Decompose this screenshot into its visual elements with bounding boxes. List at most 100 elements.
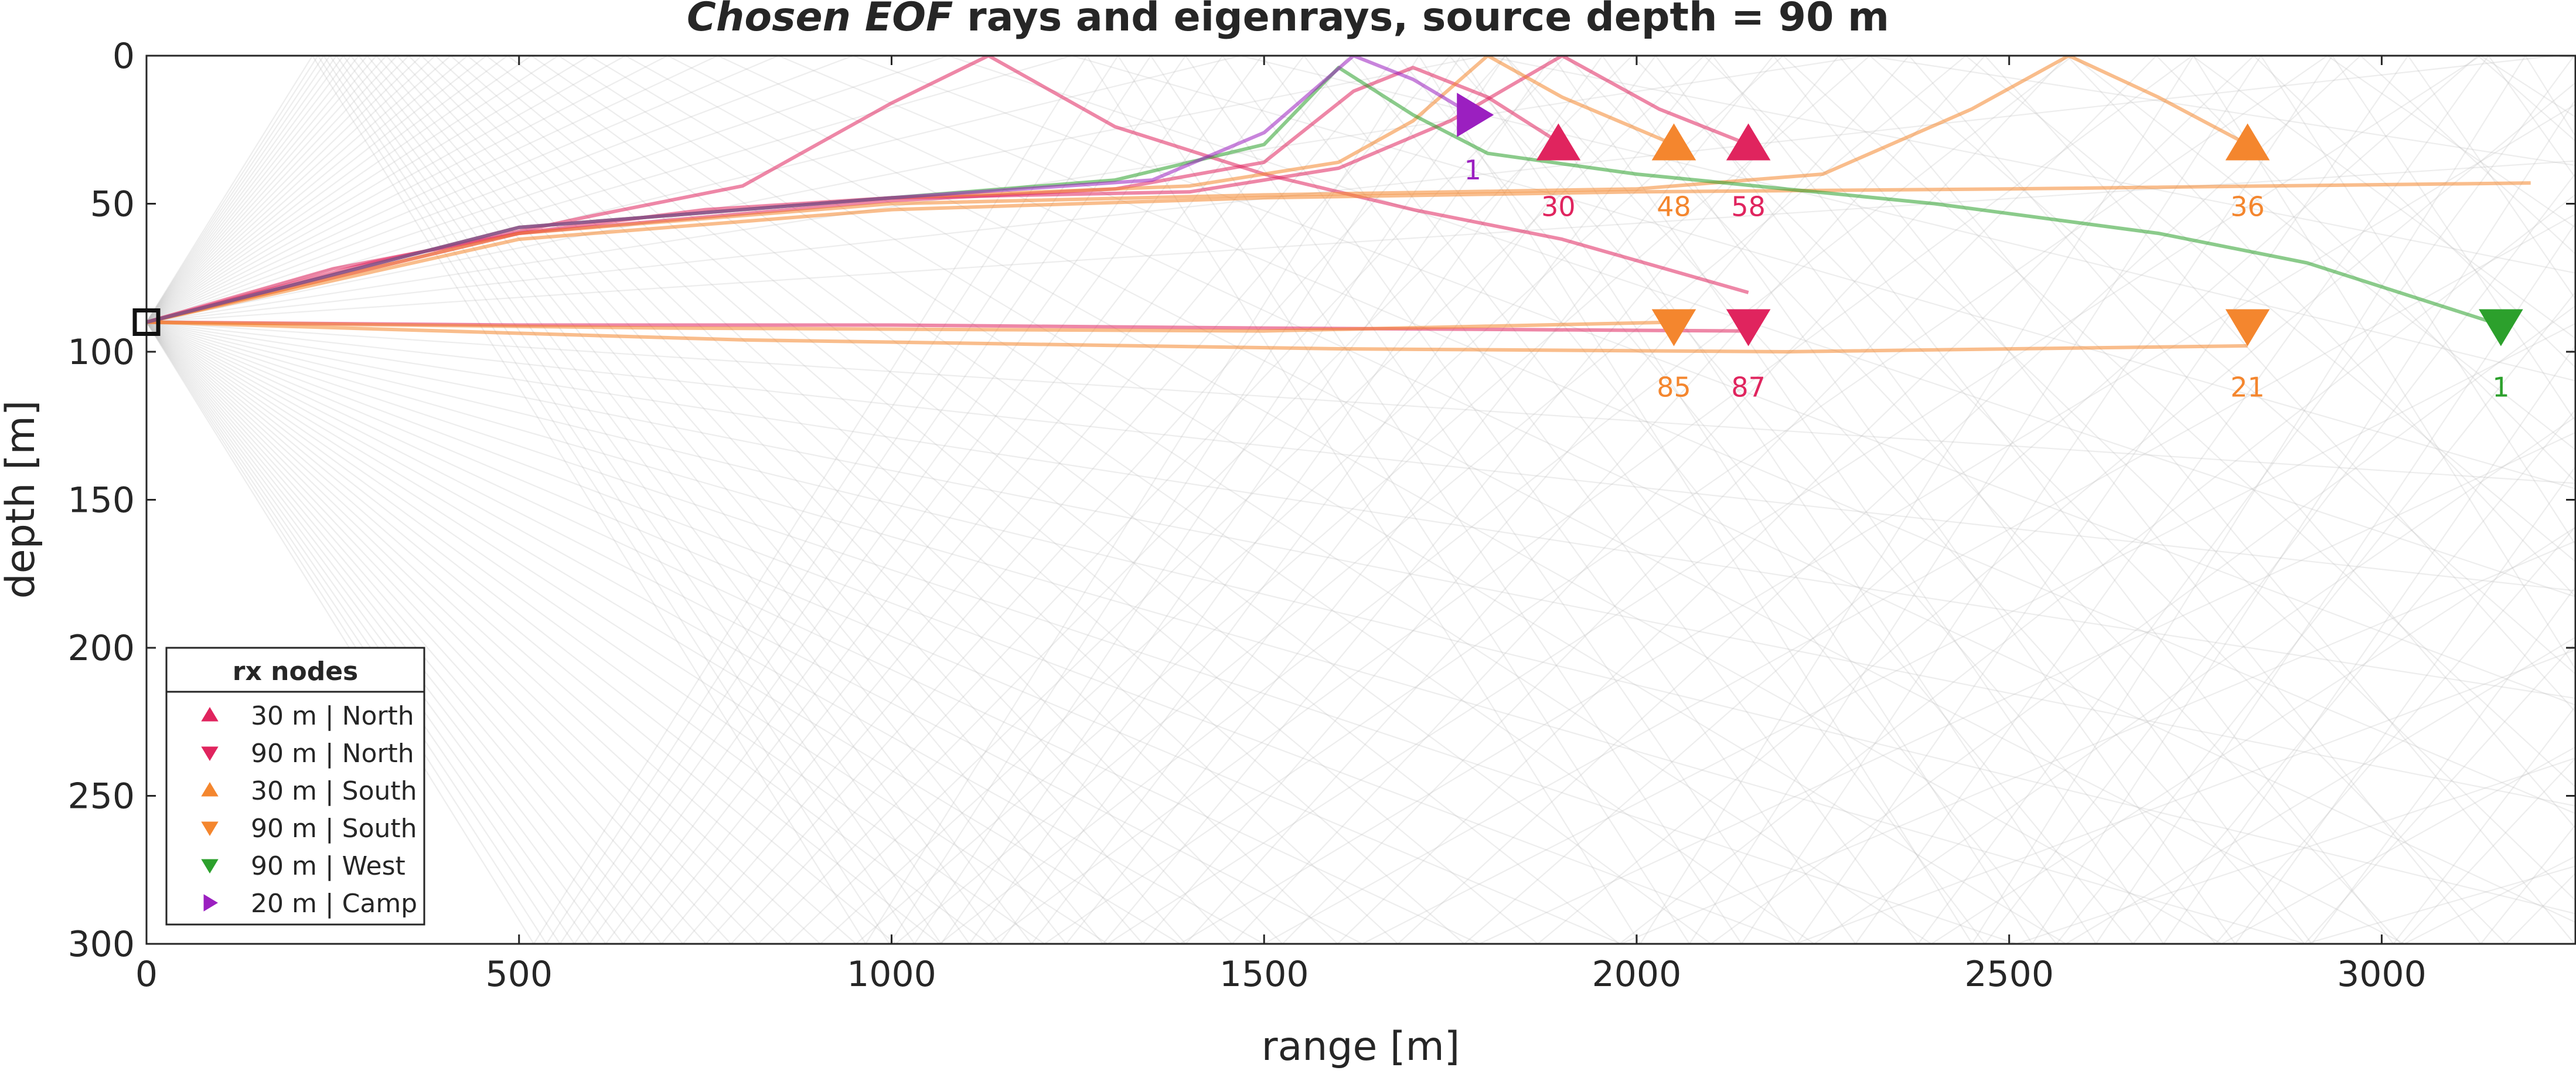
background-ray	[146, 56, 2575, 944]
background-ray	[146, 56, 2575, 944]
background-ray	[146, 56, 2575, 944]
legend-marker-north	[201, 746, 219, 761]
background-ray	[146, 56, 2575, 706]
y-axis-label: depth [m]	[0, 400, 44, 599]
legend-marker-camp	[203, 894, 218, 912]
source-marker	[132, 308, 161, 336]
background-ray	[146, 321, 2575, 592]
background-ray	[146, 104, 2575, 944]
y-tick-label: 50	[90, 184, 135, 225]
chart-title-rest: rays and eigenrays, source depth = 90 m	[953, 0, 1889, 40]
legend-title: rx nodes	[233, 657, 358, 686]
legend-entry-label: 20 m | Camp	[251, 889, 417, 919]
background-ray	[146, 56, 2575, 944]
eigenray-south	[146, 320, 1674, 333]
background-ray	[146, 56, 2575, 944]
background-ray	[146, 213, 2575, 944]
background-ray	[146, 321, 2575, 915]
legend-entry-label: 90 m | North	[251, 739, 414, 769]
legend-marker-north	[201, 707, 219, 722]
background-ray	[146, 56, 2575, 944]
y-tick-label: 100	[67, 332, 135, 373]
background-ray	[146, 56, 2575, 944]
background-ray	[146, 56, 2575, 944]
background-ray	[146, 56, 2575, 944]
y-tick-label: 200	[67, 628, 135, 669]
receiver-markers: 30 58 87 48 36 85 21 1 1	[1457, 93, 2523, 403]
x-tick-label: 2000	[1592, 954, 1682, 995]
eigenray-south	[146, 56, 2249, 324]
background-ray	[146, 56, 2575, 944]
y-tick-label: 250	[67, 776, 135, 817]
legend-entry-label: 30 m | North	[251, 701, 414, 731]
eigenray-south	[146, 320, 2248, 354]
receiver-marker-south	[2225, 123, 2270, 161]
background-ray	[146, 56, 2575, 944]
background-ray	[146, 56, 2575, 944]
background-ray	[146, 56, 2575, 944]
background-ray	[146, 321, 2575, 944]
eigenray-camp	[146, 56, 1474, 324]
background-ray	[146, 56, 2575, 944]
legend-marker-west	[201, 859, 219, 874]
eigenray-south	[146, 181, 2531, 324]
background-ray	[146, 321, 2575, 699]
legend-entry-label: 90 m | South	[251, 814, 417, 844]
x-tick-label: 2500	[1964, 954, 2054, 995]
background-ray	[146, 56, 2575, 944]
y-tick-label: 0	[113, 36, 135, 77]
background-ray	[146, 56, 2575, 944]
background-ray	[146, 56, 2575, 944]
background-ray	[146, 56, 2575, 944]
legend-marker-south	[201, 821, 219, 836]
receiver-label: 85	[1657, 372, 1691, 403]
background-ray	[146, 56, 2575, 944]
background-ray	[146, 321, 2575, 944]
background-ray	[146, 56, 2575, 944]
background-ray	[146, 56, 2575, 944]
axis-ticks: 0 500 1000 1500 2000 2500 3000 0 50 100 150 200 250 3…	[67, 36, 2575, 995]
background-ray	[146, 56, 2575, 323]
background-ray	[146, 56, 2575, 597]
legend-entry-label: 30 m | South	[251, 776, 417, 806]
background-ray	[146, 56, 2575, 944]
receiver-marker-north	[1536, 123, 1581, 161]
background-ray	[146, 56, 2575, 944]
x-tick-label: 3000	[2337, 954, 2427, 995]
receiver-label: 30	[1541, 191, 1576, 223]
receiver-label: 1	[1464, 154, 1481, 186]
background-ray	[146, 321, 2575, 807]
background-ray	[146, 56, 2575, 944]
receiver-marker-north	[1726, 309, 1771, 346]
background-ray	[146, 321, 2575, 484]
receiver-label: 87	[1731, 372, 1766, 403]
legend: rx nodes 30 m | North 90 m | North 30 m | …	[165, 647, 425, 926]
receiver-marker-south	[1651, 309, 1696, 346]
background-ray	[146, 56, 2575, 944]
background-ray	[146, 321, 2575, 944]
background-ray	[146, 321, 2575, 944]
background-ray	[146, 56, 2575, 323]
y-tick-label: 300	[67, 924, 135, 965]
background-ray	[146, 56, 2575, 944]
background-ray	[146, 56, 2575, 944]
chart-title: Chosen EOF rays and eigenrays, source de…	[687, 0, 1889, 40]
receiver-marker-camp	[1457, 93, 1494, 137]
background-ray	[146, 321, 2575, 944]
receiver-label: 48	[1657, 191, 1691, 223]
receiver-label: 58	[1731, 191, 1766, 223]
background-ray	[146, 56, 2575, 944]
background-ray	[146, 321, 2575, 944]
background-ray	[146, 56, 2575, 944]
background-ray	[146, 56, 2575, 944]
receiver-label: 21	[2230, 372, 2265, 403]
y-tick-label: 150	[67, 480, 135, 521]
x-tick-label: 1000	[847, 954, 936, 995]
background-ray	[146, 56, 2575, 944]
x-axis-label: range [m]	[1262, 1024, 1460, 1070]
background-ray	[146, 56, 2575, 944]
receiver-label: 1	[2492, 372, 2509, 403]
legend-entry-label: 90 m | West	[251, 851, 406, 881]
receiver-marker-west	[2479, 309, 2523, 346]
background-ray	[146, 56, 2575, 944]
